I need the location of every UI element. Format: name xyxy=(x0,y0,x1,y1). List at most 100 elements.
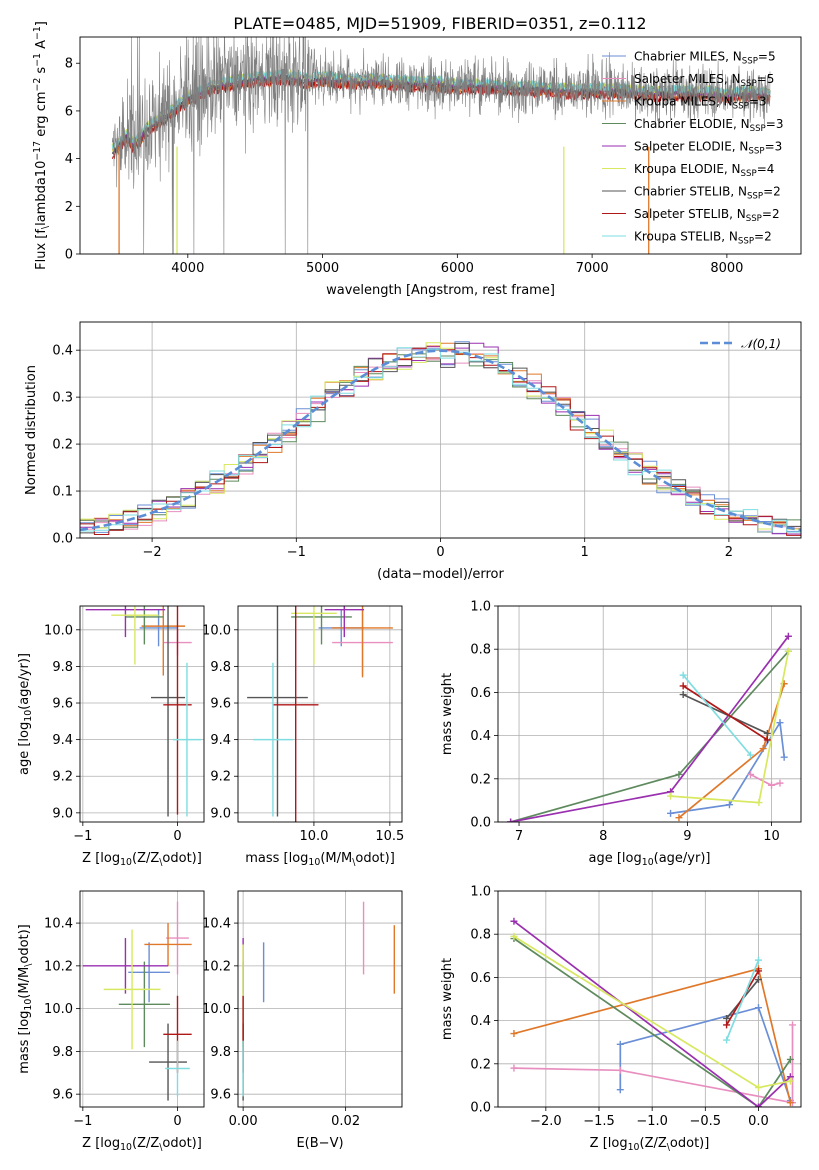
x-tick-label: −1 xyxy=(73,829,92,844)
age_vs_z-plot-area xyxy=(85,606,202,817)
y-tick-label: 0.4 xyxy=(470,1014,491,1029)
weight-marker-chabrier_miles xyxy=(616,1086,624,1094)
y-tick-label: 10.4 xyxy=(44,917,73,932)
y-tick-label: 1.0 xyxy=(470,885,491,900)
y-tick-label: 9.0 xyxy=(210,806,231,821)
x-tick-label: 4000 xyxy=(171,261,204,276)
x-tick-label: −1.0 xyxy=(636,1114,668,1129)
y-tick-label: 10.0 xyxy=(44,1002,73,1017)
x-tick-label: −0.5 xyxy=(690,1114,722,1129)
age_vs_mass-axes: 10.0 10.5 9.0 9.2 9.4 9.6 9.8 10.0 mass [log10(M… xyxy=(202,605,404,868)
y-tick-label: 9.4 xyxy=(210,733,231,748)
x-tick-label: 6000 xyxy=(441,261,474,276)
weight-marker-kroupa_elodie xyxy=(754,1084,762,1092)
spectrum-plot-area xyxy=(111,37,771,254)
weight-marker-salpeter_miles xyxy=(747,770,754,778)
weight-marker-salpeter_miles xyxy=(510,1064,518,1072)
weight-marker-kroupa_stelib xyxy=(679,671,687,679)
y-tick-label: 0.0 xyxy=(470,1101,491,1116)
weight-marker-kroupa_elodie xyxy=(510,932,518,940)
weight-line-salpeter_miles xyxy=(513,1024,794,1104)
y-axis-label: mass weight xyxy=(440,958,455,1040)
y-tick-label: 10.4 xyxy=(202,917,231,932)
spectrum-axes: 4000 5000 6000 7000 8000 0 2 4 6 8 wavelength [Ang… xyxy=(32,21,802,298)
residual-legend: 𝒩(0,1) xyxy=(700,337,781,351)
y-tick-label: 9.6 xyxy=(210,697,231,712)
weight-marker-salpeter_miles xyxy=(768,781,776,789)
x-tick-label: 10.5 xyxy=(375,829,404,844)
weight-marker-kroupa_elodie xyxy=(786,1077,794,1085)
y-axis-label: mass weight xyxy=(440,673,455,755)
x-axis-label: age [log10(age/yr)] xyxy=(589,851,711,868)
weight-marker-salpeter_elodie xyxy=(784,632,792,640)
weight-line-salpeter_stelib xyxy=(682,685,768,741)
axes-frame xyxy=(497,605,802,823)
residuals-plot-area xyxy=(80,341,801,537)
y-tick-label: 0 xyxy=(65,248,73,263)
x-tick-label: −2.0 xyxy=(530,1114,562,1129)
axes-frame xyxy=(237,605,403,823)
y-tick-label: 10.2 xyxy=(202,959,231,974)
x-tick-label: 0.02 xyxy=(331,1114,360,1129)
y-axis-label: age [log10(age/yr)] xyxy=(17,653,34,775)
weight-marker-salpeter_elodie xyxy=(507,818,515,822)
weight-marker-chabrier_stelib xyxy=(679,691,687,699)
x-tick-label: 0 xyxy=(173,1114,181,1129)
y-axis-label: Normed distribution xyxy=(24,365,39,495)
weight-marker-kroupa_miles xyxy=(510,1030,518,1038)
chart-title: PLATE=0485, MJD=51909, FIBERID=0351, z=0… xyxy=(233,14,646,33)
weight-marker-chabrier_miles xyxy=(725,801,733,809)
weight-line-salpeter_miles xyxy=(750,773,781,787)
axes-frame xyxy=(79,890,205,1108)
weight_vs_age-axes: 7 8 9 10 0.0 0.2 0.4 0.6 0.8 1.0 age [log10(age/yr… xyxy=(440,600,802,868)
weight-marker-chabrier_miles xyxy=(667,809,675,817)
y-tick-label: 4 xyxy=(65,152,73,167)
y-tick-label: 9.8 xyxy=(210,660,231,675)
y-tick-label: 9.8 xyxy=(52,660,73,675)
weight-marker-kroupa_stelib xyxy=(754,956,762,964)
x-axis-label: Z [log10(Z/Z\odot)] xyxy=(82,851,202,868)
mass_vs_z-axes: −1 0 9.6 9.8 10.0 10.2 10.4 Z [log10(Z/Z\odot)]… xyxy=(17,890,205,1153)
weight-marker-chabrier_stelib xyxy=(723,1014,731,1022)
y-tick-label: 0.2 xyxy=(470,772,491,787)
y-tick-label: 0.8 xyxy=(470,643,491,658)
data-spectrum xyxy=(112,37,771,254)
y-tick-label: 9.8 xyxy=(210,1045,231,1060)
legend-entry-chabrier_elodie: Chabrier ELODIE, NSSP=3 xyxy=(634,117,783,134)
y-tick-label: 10.0 xyxy=(44,623,73,638)
weight-marker-chabrier_miles xyxy=(780,753,788,761)
weight_vs_z-axes: −2.0 −1.5 −1.0 −0.5 0.0 0.0 0.2 0.4 0.6 0.8 1.0 Z [… xyxy=(440,885,802,1153)
axes-frame xyxy=(79,36,802,255)
weight-line-chabrier_stelib xyxy=(682,693,768,735)
age_vs_z-axes: −1 0 9.0 9.2 9.4 9.6 9.8 10.0 Z [log10(Z/Z\odot)… xyxy=(17,605,205,868)
y-tick-label: 0.0 xyxy=(470,816,491,831)
legend-entry-salpeter_stelib: Salpeter STELIB, NSSP=2 xyxy=(634,207,780,224)
axes-frame xyxy=(497,890,802,1108)
legend-entry-kroupa_miles: Kroupa MILES, NSSP=3 xyxy=(634,95,767,112)
legend-entry-kroupa_stelib: Kroupa STELIB, NSSP=2 xyxy=(634,230,772,247)
axes-frame xyxy=(237,890,403,1108)
y-tick-label: 0.6 xyxy=(470,686,491,701)
weight_vs_z-plot-area xyxy=(510,917,796,1107)
y-tick-label: 9.4 xyxy=(52,733,73,748)
weight-line-salpeter_elodie xyxy=(513,920,791,1107)
weight-marker-kroupa_miles xyxy=(759,745,767,753)
weight-marker-salpeter_stelib xyxy=(723,1021,731,1029)
y-tick-label: 6 xyxy=(65,104,73,119)
weight-marker-salpeter_stelib xyxy=(754,967,762,975)
weight-marker-kroupa_miles xyxy=(786,1099,794,1107)
x-tick-label: 1 xyxy=(581,545,589,560)
x-tick-label: 2 xyxy=(725,545,733,560)
y-tick-label: 9.2 xyxy=(52,770,73,785)
weight-marker-chabrier_miles xyxy=(754,1004,762,1012)
weight_vs_age-plot-area xyxy=(507,632,792,822)
weight-marker-chabrier_miles xyxy=(616,1040,624,1048)
x-axis-label: Z [log10(Z/Z\odot)] xyxy=(82,1136,202,1153)
x-tick-label: 8 xyxy=(599,829,607,844)
weight-marker-kroupa_miles xyxy=(675,814,683,822)
x-tick-label: 7 xyxy=(515,829,523,844)
y-tick-label: 10.0 xyxy=(202,1002,231,1017)
weight-marker-salpeter_miles xyxy=(776,779,784,787)
x-tick-label: −1 xyxy=(73,1114,92,1129)
